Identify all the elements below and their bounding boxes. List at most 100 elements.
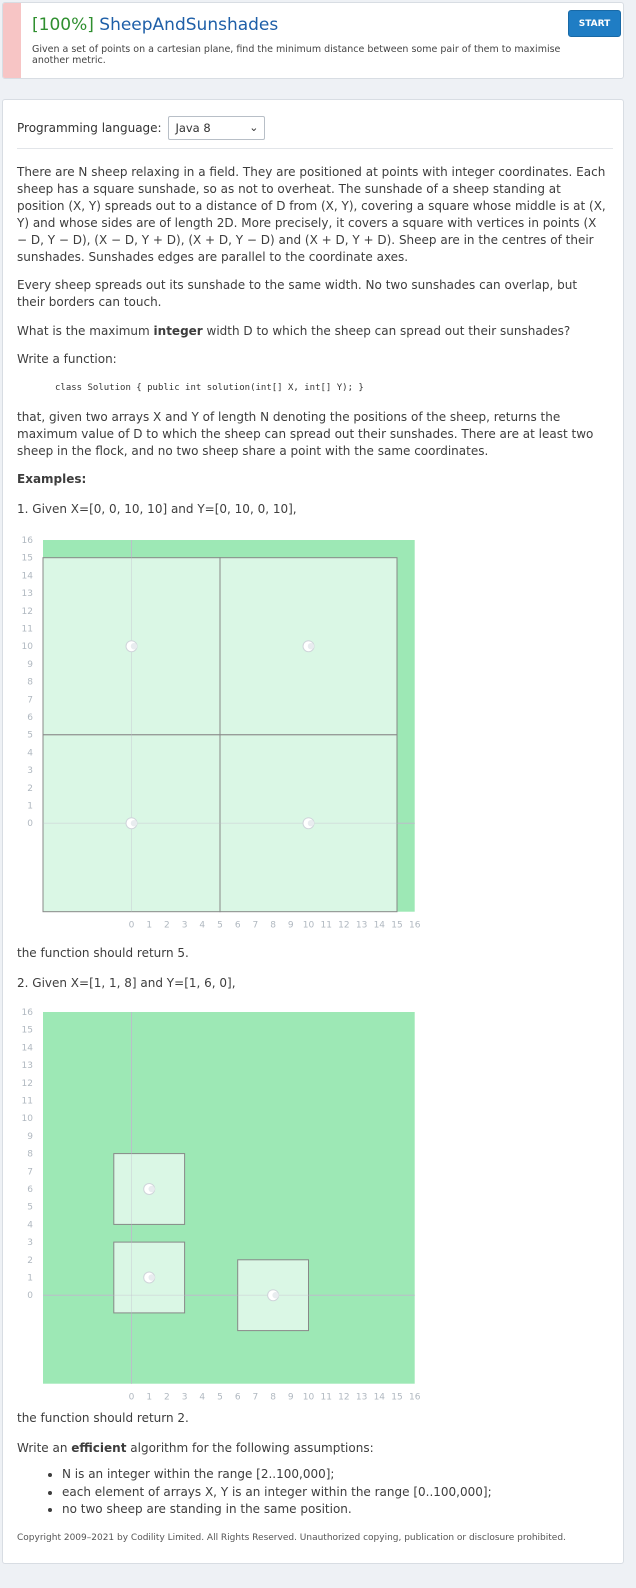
x-tick-label: 4 <box>199 921 205 931</box>
y-tick-label: 8 <box>27 678 33 688</box>
y-tick-label: 16 <box>22 536 34 546</box>
problem-paragraph-3: What is the maximum integer width D to w… <box>17 323 607 340</box>
x-tick-label: 10 <box>303 921 315 931</box>
x-tick-label: 14 <box>374 921 386 931</box>
x-tick-label: 5 <box>217 921 223 931</box>
eff-post: algorithm for the following assumptions: <box>126 1441 374 1455</box>
language-value: Java 8 <box>175 121 211 135</box>
task-title: [100%] SheepAndSunshades <box>32 15 278 35</box>
y-tick-label: 4 <box>27 748 33 758</box>
copyright-footer: Copyright 2009–2021 by Codility Limited.… <box>17 1533 566 1543</box>
problem-paragraph-4: Write a function: <box>17 352 117 366</box>
problem-paragraph-1: There are N sheep relaxing in a field. T… <box>17 165 606 264</box>
example-1-text: 1. Given X=[0, 0, 10, 10] and Y=[0, 10, … <box>17 502 297 516</box>
y-tick-label: 6 <box>27 713 33 723</box>
example-2-text: 2. Given X=[1, 1, 8] and Y=[1, 6, 0], <box>17 976 236 990</box>
x-tick-label: 13 <box>356 1393 367 1403</box>
x-tick-label: 4 <box>199 1393 205 1403</box>
x-tick-label: 15 <box>391 1393 402 1403</box>
x-tick-label: 6 <box>235 921 241 931</box>
y-tick-label: 5 <box>27 1203 33 1213</box>
y-tick-label: 3 <box>27 1238 33 1248</box>
task-name: SheepAndSunshades <box>99 15 279 35</box>
examples-heading: Examples: <box>17 472 87 486</box>
assumptions-list: N is an integer within the range [2..100… <box>17 1466 636 1519</box>
y-tick-label: 11 <box>22 1097 33 1107</box>
problem-paragraph-2: Every sheep spreads out its sunshade to … <box>17 278 578 309</box>
y-tick-label: 1 <box>27 1274 33 1284</box>
y-tick-label: 13 <box>22 589 33 599</box>
sheep-point-mark <box>307 643 315 650</box>
y-tick-label: 7 <box>27 1167 33 1177</box>
y-tick-label: 4 <box>27 1220 33 1230</box>
y-tick-label: 9 <box>27 1132 33 1142</box>
x-tick-label: 14 <box>374 1393 386 1403</box>
y-tick-label: 0 <box>27 819 33 829</box>
x-tick-label: 6 <box>235 1393 241 1403</box>
x-tick-label: 7 <box>253 1393 259 1403</box>
x-tick-label: 0 <box>129 1393 135 1403</box>
task-header: [100%] SheepAndSunshades Given a set of … <box>2 2 624 79</box>
language-select[interactable]: Java 8 ⌄ <box>168 116 266 140</box>
p3-pre: What is the maximum <box>17 324 154 338</box>
y-tick-label: 12 <box>22 607 33 617</box>
x-tick-label: 1 <box>146 1393 152 1403</box>
x-tick-label: 10 <box>303 1393 315 1403</box>
y-tick-label: 15 <box>22 1026 33 1036</box>
chevron-down-icon: ⌄ <box>249 121 259 134</box>
sheep-point-mark <box>272 1292 279 1299</box>
y-tick-label: 2 <box>27 784 33 794</box>
sheep-point-mark <box>130 820 138 827</box>
x-tick-label: 9 <box>288 921 294 931</box>
x-tick-label: 5 <box>217 1393 223 1403</box>
divider <box>17 148 613 149</box>
y-tick-label: 8 <box>27 1150 33 1160</box>
y-tick-label: 12 <box>22 1079 33 1089</box>
task-card: Programming language: Java 8 ⌄ There are … <box>2 99 624 1564</box>
start-button[interactable]: START <box>568 10 621 37</box>
x-tick-label: 12 <box>338 921 349 931</box>
y-tick-label: 7 <box>27 695 33 705</box>
assumption-item: N is an integer within the range [2..100… <box>62 1466 636 1484</box>
y-tick-label: 1 <box>27 802 33 812</box>
y-tick-label: 14 <box>22 571 34 581</box>
x-tick-label: 12 <box>338 1393 349 1403</box>
x-tick-label: 16 <box>409 921 421 931</box>
x-tick-label: 11 <box>320 1393 331 1403</box>
score-badge: [100%] <box>32 15 94 35</box>
assumption-item: each element of arrays X, Y is an intege… <box>62 1484 636 1502</box>
x-tick-label: 0 <box>129 921 135 931</box>
x-tick-label: 1 <box>146 921 152 931</box>
x-tick-label: 11 <box>320 921 331 931</box>
sheep-point-mark <box>130 643 138 650</box>
x-tick-label: 7 <box>253 921 259 931</box>
assumption-item: no two sheep are standing in the same po… <box>62 1501 636 1519</box>
y-tick-label: 0 <box>27 1291 33 1301</box>
x-tick-label: 2 <box>164 921 170 931</box>
eff-bold: efficient <box>71 1441 127 1455</box>
example-1-result: the function should return 5. <box>17 946 189 960</box>
y-tick-label: 16 <box>22 1008 34 1018</box>
sunshade <box>113 1153 186 1225</box>
problem-paragraph-5: that, given two arrays X and Y of length… <box>17 410 594 458</box>
y-tick-label: 9 <box>27 660 33 670</box>
p3-bold: integer <box>153 324 203 338</box>
y-tick-label: 10 <box>22 1114 34 1124</box>
x-tick-label: 15 <box>391 921 402 931</box>
function-signature: class Solution { public int solution(int… <box>55 383 364 393</box>
x-tick-label: 16 <box>409 1393 421 1403</box>
x-tick-label: 2 <box>164 1393 170 1403</box>
sheep-point-mark <box>148 1274 155 1281</box>
y-tick-label: 5 <box>27 731 33 741</box>
sheep-point-mark <box>307 820 315 827</box>
x-tick-label: 13 <box>356 921 367 931</box>
x-tick-label: 3 <box>182 921 188 931</box>
p3-post: width D to which the sheep can spread ou… <box>202 324 571 338</box>
x-tick-label: 8 <box>270 1393 276 1403</box>
task-description: Given a set of points on a cartesian pla… <box>32 44 561 66</box>
y-tick-label: 3 <box>27 766 33 776</box>
efficiency-note: Write an efficient algorithm for the fol… <box>17 1440 607 1457</box>
x-tick-label: 9 <box>288 1393 294 1403</box>
y-tick-label: 2 <box>27 1256 33 1266</box>
